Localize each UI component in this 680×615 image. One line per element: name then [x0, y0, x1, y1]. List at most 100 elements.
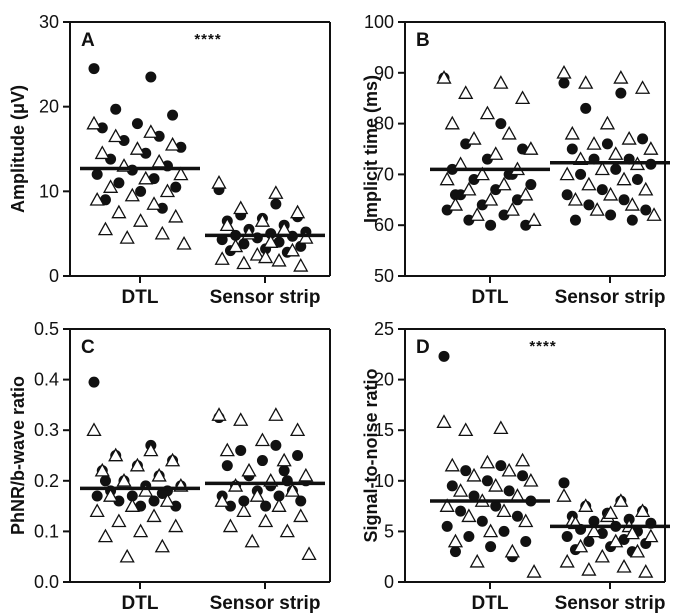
- data-point-circle: [91, 168, 103, 180]
- data-point-triangle: [111, 204, 127, 219]
- data-point-circle: [601, 138, 613, 150]
- data-point-circle: [126, 490, 138, 502]
- data-point-triangle: [154, 538, 170, 553]
- data-point-triangle: [479, 454, 496, 469]
- data-point-circle: [460, 465, 472, 477]
- data-point-triangle: [86, 115, 102, 130]
- category-label: DTL: [122, 593, 159, 614]
- category-label: Sensor strip: [555, 593, 666, 614]
- data-point-triangle: [594, 161, 610, 176]
- data-point-circle: [520, 536, 532, 548]
- data-point-triangle: [301, 546, 317, 561]
- data-point-triangle: [94, 462, 110, 477]
- data-point-triangle: [621, 131, 637, 145]
- data-point-triangle: [244, 533, 260, 548]
- data-point-circle: [278, 465, 290, 477]
- data-point-triangle: [289, 204, 306, 219]
- data-point-triangle: [461, 508, 477, 523]
- data-point-circle: [273, 490, 285, 502]
- data-point-triangle: [613, 70, 629, 84]
- data-point-triangle: [613, 493, 629, 507]
- data-point-triangle: [603, 505, 619, 520]
- data-point-triangle: [496, 176, 512, 191]
- y-tick-label: 20: [39, 97, 59, 117]
- data-point-triangle: [603, 186, 619, 201]
- data-point-triangle: [504, 202, 520, 216]
- data-point-triangle: [241, 462, 257, 477]
- data-point-circle: [99, 475, 111, 487]
- data-point-circle: [580, 102, 592, 114]
- data-point-circle: [167, 109, 179, 121]
- data-point-triangle: [469, 553, 485, 568]
- data-point-triangle: [168, 208, 184, 223]
- data-point-circle: [575, 168, 587, 180]
- category-label: Sensor strip: [210, 287, 321, 308]
- data-point-circle: [495, 118, 507, 130]
- data-point-triangle: [89, 191, 105, 206]
- data-point-triangle: [493, 75, 509, 89]
- data-point-triangle: [616, 558, 632, 573]
- data-point-triangle: [444, 115, 460, 130]
- data-point-triangle: [578, 75, 594, 89]
- data-point-circle: [449, 189, 461, 201]
- panel-a: 0 10 20 30 DTL Sensor strip Amplitude (μV) A ***…: [8, 12, 331, 308]
- data-point-triangle: [129, 141, 146, 155]
- data-point-triangle: [501, 462, 517, 477]
- data-point-circle: [438, 350, 450, 362]
- data-point-triangle: [526, 212, 542, 226]
- data-point-triangle: [556, 488, 572, 502]
- y-tick-label: 0.5: [34, 319, 59, 339]
- data-point-circle: [145, 71, 157, 83]
- data-point-circle: [569, 214, 581, 226]
- category-label: DTL: [472, 593, 509, 614]
- data-point-triangle: [523, 472, 539, 487]
- data-point-triangle: [461, 181, 477, 196]
- data-point-triangle: [176, 235, 192, 250]
- data-point-circle: [468, 490, 480, 502]
- data-point-circle: [113, 177, 125, 189]
- data-point-triangle: [624, 525, 640, 540]
- data-point-triangle: [173, 166, 189, 181]
- data-point-triangle: [258, 249, 274, 264]
- data-point-triangle: [523, 141, 539, 155]
- category-label: Sensor strip: [555, 287, 666, 308]
- y-axis-title: PhNR/b-wave ratio: [8, 376, 28, 535]
- data-point-triangle: [236, 255, 252, 270]
- data-point-triangle: [214, 251, 230, 265]
- data-point-circle: [558, 77, 570, 89]
- data-point-circle: [605, 209, 617, 221]
- data-point-triangle: [279, 523, 295, 538]
- data-point-triangle: [211, 175, 227, 189]
- data-point-circle: [463, 530, 475, 542]
- data-point-triangle: [108, 447, 124, 462]
- data-point-triangle: [271, 252, 287, 267]
- data-point-circle: [96, 122, 108, 134]
- data-point-circle: [588, 515, 600, 527]
- data-point-triangle: [258, 513, 274, 528]
- data-point-circle: [135, 185, 147, 197]
- y-tick-label: 60: [374, 215, 394, 235]
- data-point-triangle: [143, 442, 159, 457]
- y-tick-label: 0.3: [34, 420, 59, 440]
- data-point-circle: [596, 184, 608, 196]
- data-point-circle: [118, 135, 130, 147]
- data-point-triangle: [643, 141, 659, 155]
- data-point-triangle: [222, 518, 239, 533]
- data-point-triangle: [268, 407, 284, 421]
- data-point-triangle: [284, 483, 301, 497]
- data-point-triangle: [567, 191, 584, 206]
- data-point-triangle: [159, 183, 176, 198]
- data-point-triangle: [458, 85, 474, 99]
- data-point-circle: [148, 495, 160, 507]
- y-axis-title: Implicit time (ms): [361, 75, 381, 223]
- data-point-triangle: [124, 187, 140, 202]
- data-point-circle: [498, 525, 510, 537]
- data-point-circle: [583, 536, 595, 548]
- data-point-circle: [270, 198, 282, 210]
- data-point-circle: [618, 194, 630, 206]
- data-point-triangle: [447, 197, 464, 211]
- data-point-triangle: [629, 543, 646, 558]
- data-point-triangle: [151, 467, 167, 482]
- y-tick-label: 80: [374, 114, 394, 134]
- data-point-triangle: [254, 432, 271, 447]
